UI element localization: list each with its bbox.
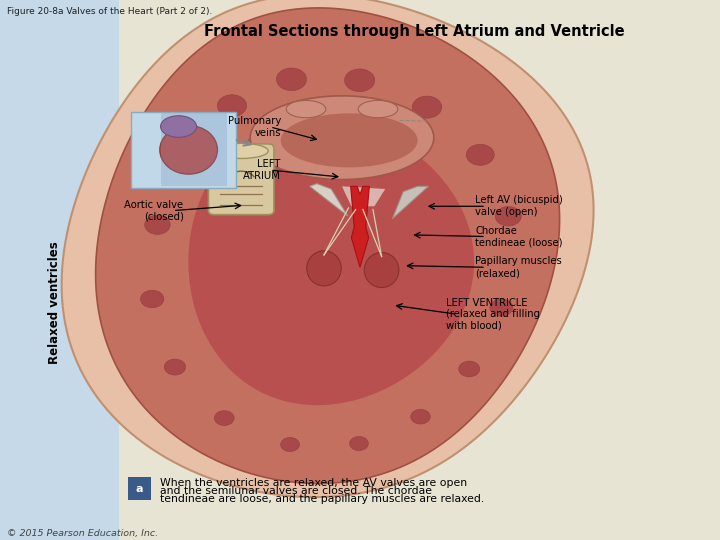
Circle shape [276,68,307,91]
Text: Relaxed ventricles: Relaxed ventricles [48,241,60,364]
Text: Pulmonary
veins: Pulmonary veins [228,116,281,138]
Polygon shape [342,186,385,206]
Text: Figure 20-8a Valves of the Heart (Part 2 of 2).: Figure 20-8a Valves of the Heart (Part 2… [7,7,212,16]
Circle shape [281,437,300,451]
Ellipse shape [160,125,217,174]
FancyBboxPatch shape [131,112,236,188]
PathPatch shape [62,0,593,497]
Ellipse shape [364,252,399,287]
Circle shape [490,299,513,316]
Circle shape [164,359,186,375]
Polygon shape [351,186,369,267]
Text: Aortic valve
(closed): Aortic valve (closed) [125,200,184,221]
Text: Chordae
tendineae (loose): Chordae tendineae (loose) [475,226,563,247]
Polygon shape [392,186,428,219]
Ellipse shape [307,251,341,286]
Text: When the ventricles are relaxed, the AV valves are open: When the ventricles are relaxed, the AV … [160,478,467,488]
Text: Papillary muscles
(relaxed): Papillary muscles (relaxed) [475,256,562,278]
Text: a: a [136,484,143,494]
Circle shape [172,146,199,167]
Circle shape [145,215,170,234]
Circle shape [495,206,521,226]
Circle shape [413,96,442,118]
Circle shape [467,144,494,165]
Circle shape [459,361,480,377]
Circle shape [345,69,374,92]
Ellipse shape [281,113,418,167]
Ellipse shape [287,100,325,118]
PathPatch shape [189,119,474,405]
Ellipse shape [359,100,397,118]
Text: Left AV (bicuspid)
valve (open): Left AV (bicuspid) valve (open) [475,195,563,217]
Ellipse shape [251,96,433,179]
Text: LEFT
ATRIUM: LEFT ATRIUM [243,159,281,181]
Text: Frontal Sections through Left Atrium and Ventricle: Frontal Sections through Left Atrium and… [204,24,624,39]
Text: © 2015 Pearson Education, Inc.: © 2015 Pearson Education, Inc. [7,529,158,538]
Circle shape [215,410,234,426]
FancyBboxPatch shape [128,477,151,500]
Ellipse shape [161,116,197,137]
Text: LEFT VENTRICLE
(relaxed and filling
with blood): LEFT VENTRICLE (relaxed and filling with… [446,298,541,331]
Circle shape [217,95,246,117]
Ellipse shape [215,143,269,159]
Circle shape [140,290,164,308]
Polygon shape [310,184,348,216]
Circle shape [410,409,431,424]
FancyBboxPatch shape [161,113,227,186]
FancyBboxPatch shape [209,144,274,214]
Circle shape [350,436,369,450]
Text: and the semilunar valves are closed. The chordae: and the semilunar valves are closed. The… [160,486,432,496]
PathPatch shape [96,8,559,483]
Text: tendineae are loose, and the papillary muscles are relaxed.: tendineae are loose, and the papillary m… [160,494,484,504]
Bar [0,0,119,540]
